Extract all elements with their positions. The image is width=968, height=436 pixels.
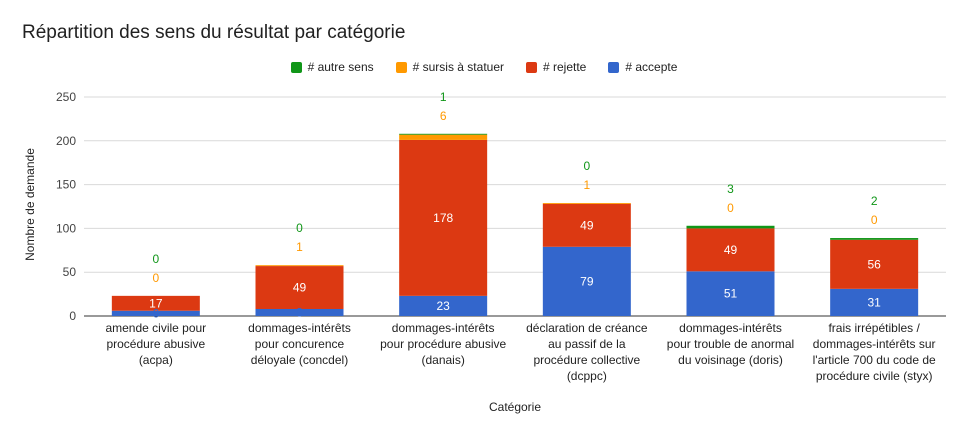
data-label: 178 bbox=[433, 211, 453, 225]
bar-segment bbox=[830, 239, 919, 289]
data-label: 3 bbox=[727, 182, 734, 196]
y-tick-label: 100 bbox=[56, 221, 76, 235]
x-tick-label: déclaration de créance au passif de la pro… bbox=[526, 321, 648, 383]
y-tick-label: 50 bbox=[63, 265, 77, 279]
y-tick-label: 200 bbox=[56, 134, 76, 148]
chart-title: Répartition des sens du résultat par cat… bbox=[22, 22, 406, 43]
data-label: 0 bbox=[727, 201, 734, 215]
x-tick-label-line: frais irrépétibles / bbox=[828, 321, 920, 335]
data-label: 0 bbox=[152, 252, 159, 266]
data-label: 17 bbox=[149, 296, 163, 310]
x-tick-label: dommages-intérêts pour trouble de anormal… bbox=[667, 321, 794, 367]
bar-segment bbox=[686, 271, 775, 316]
x-tick-label-line: déclaration de créance bbox=[526, 321, 648, 335]
bar-segment bbox=[542, 202, 631, 204]
x-tick-label-line: l'article 700 du code de bbox=[813, 353, 936, 367]
y-axis-label: Nombre de demande bbox=[23, 148, 37, 261]
x-tick-label: dommages-intérêts pour procédure abusive (… bbox=[380, 321, 506, 367]
x-tick-label-line: dommages-intérêts bbox=[679, 321, 782, 335]
x-tick-label-line: procédure civile (styx) bbox=[816, 369, 933, 383]
bar-segment bbox=[399, 295, 488, 316]
y-tick-label: 150 bbox=[56, 178, 76, 192]
data-label: 51 bbox=[724, 287, 738, 301]
bar-segment bbox=[399, 134, 488, 140]
data-label: 0 bbox=[152, 271, 159, 285]
x-tick-label-line: du voisinage (doris) bbox=[678, 353, 783, 367]
legend-label: # rejette bbox=[543, 60, 587, 74]
x-tick-label-line: au passif de la bbox=[548, 337, 626, 351]
x-tick-label: frais irrépétibles / dommages-intérêts su… bbox=[813, 321, 936, 383]
x-tick-label-line: (danais) bbox=[421, 353, 464, 367]
legend-label: # autre sens bbox=[307, 60, 374, 74]
x-tick-label-line: dommages-intérêts bbox=[392, 321, 495, 335]
y-tick-label: 250 bbox=[56, 90, 76, 104]
bar-stack: 23 178 6 1 bbox=[399, 90, 488, 316]
legend-item[interactable]: # sursis à statuer bbox=[395, 60, 504, 74]
y-tick-label: 0 bbox=[69, 309, 76, 323]
bar-segment bbox=[255, 265, 344, 267]
data-label: 23 bbox=[436, 299, 450, 313]
bar-segment bbox=[830, 238, 919, 240]
bar-segment bbox=[542, 246, 631, 316]
x-tick-label-line: procédure abusive bbox=[106, 337, 205, 351]
data-label: 2 bbox=[871, 194, 878, 208]
legend-item[interactable]: # rejette bbox=[526, 60, 586, 74]
legend-swatch bbox=[290, 61, 302, 73]
bar-segment bbox=[399, 139, 488, 296]
data-label: 49 bbox=[724, 243, 738, 257]
x-tick-label-line: amende civile pour bbox=[105, 321, 206, 335]
x-tick-label-line: dommages-intérêts sur bbox=[813, 337, 936, 351]
x-tick-label: amende civile pour procédure abusive (acpa… bbox=[105, 321, 206, 367]
x-tick-label: dommages-intérêts pour concurence déloyale… bbox=[248, 321, 351, 367]
legend-swatch bbox=[608, 61, 620, 73]
bar-segment bbox=[111, 310, 200, 316]
data-label: 49 bbox=[580, 218, 594, 232]
x-tick-label-line: (acpa) bbox=[139, 353, 173, 367]
bar-stack: 31 56 0 2 bbox=[830, 194, 919, 316]
legend-swatch bbox=[526, 61, 537, 73]
x-tick-label-line: pour procédure abusive bbox=[380, 337, 506, 351]
x-tick-label-line: déloyale (concdel) bbox=[251, 353, 348, 367]
data-label: 1 bbox=[583, 178, 590, 192]
data-label: 31 bbox=[867, 295, 881, 309]
data-label: 0 bbox=[296, 221, 303, 235]
data-label: 1 bbox=[296, 240, 303, 254]
x-axis-label: Catégorie bbox=[489, 400, 541, 414]
legend-item[interactable]: # autre sens bbox=[290, 60, 374, 74]
data-label: 56 bbox=[867, 257, 881, 271]
data-label: 8 bbox=[296, 305, 303, 319]
data-label: 79 bbox=[580, 274, 594, 288]
legend: # autre sens # sursis à statuer # rejette #… bbox=[0, 60, 968, 74]
data-label: 6 bbox=[152, 306, 159, 320]
data-label: 6 bbox=[440, 109, 447, 123]
bar-stack: 8 49 1 0 bbox=[255, 221, 344, 319]
data-label: 1 bbox=[440, 90, 447, 104]
x-tick-label-line: pour trouble de anormal bbox=[667, 337, 794, 351]
bar-segment bbox=[686, 225, 775, 229]
bar-stack: 617 0 0 bbox=[111, 252, 200, 320]
data-label: 0 bbox=[583, 159, 590, 173]
x-tick-label-line: (dcppc) bbox=[567, 369, 607, 383]
bar-segment bbox=[399, 133, 488, 135]
bar-stack: 79 49 1 0 bbox=[542, 159, 631, 316]
x-tick-label-line: dommages-intérêts bbox=[248, 321, 351, 335]
bar-stack: 51 49 0 3 bbox=[686, 182, 775, 316]
bar-segment bbox=[830, 288, 919, 316]
x-tick-label-line: pour concurence bbox=[255, 337, 345, 351]
legend-swatch bbox=[395, 61, 407, 73]
legend-label: # sursis à statuer bbox=[412, 60, 504, 74]
bar-segment bbox=[686, 228, 775, 272]
data-label: 49 bbox=[293, 281, 307, 295]
data-label: 0 bbox=[871, 213, 878, 227]
legend-item[interactable]: # accepte bbox=[608, 60, 677, 74]
x-tick-label-line: procédure collective bbox=[533, 353, 640, 367]
legend-label: # accepte bbox=[625, 60, 678, 74]
bar-segment bbox=[255, 308, 344, 316]
bar-segment bbox=[111, 295, 200, 311]
bar-segment bbox=[255, 266, 344, 309]
bar-segment bbox=[542, 203, 631, 247]
